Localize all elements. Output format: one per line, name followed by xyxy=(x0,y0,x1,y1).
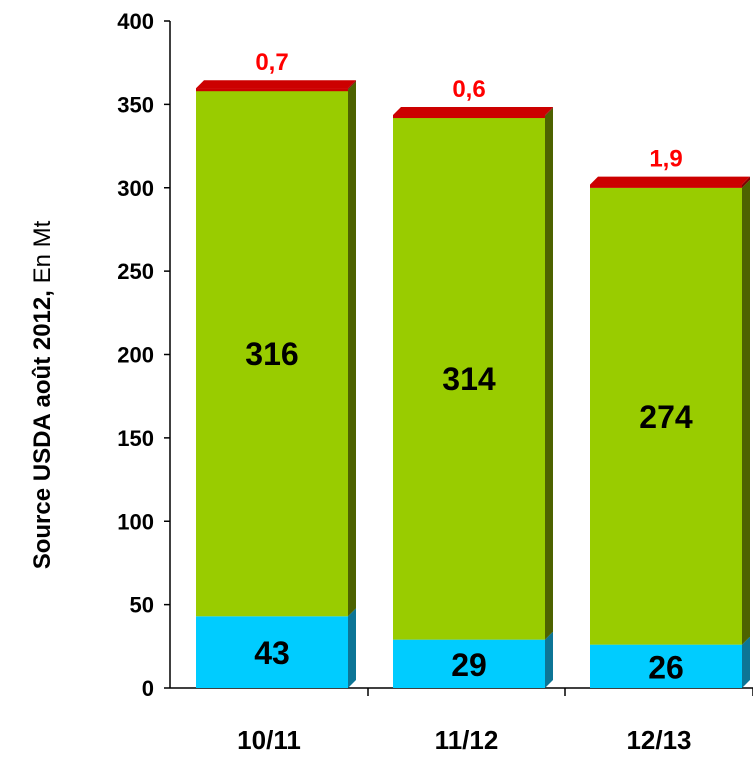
bar-top-band xyxy=(393,115,545,119)
x-tick-label: 12/13 xyxy=(626,725,691,755)
bar-segment-middle-side xyxy=(348,81,356,617)
y-tick-label: 150 xyxy=(117,426,154,451)
y-tick-label: 250 xyxy=(117,259,154,284)
data-label-bottom: 29 xyxy=(451,647,487,683)
bar-segment-middle xyxy=(196,89,348,617)
bar-top-face xyxy=(590,176,750,185)
y-axis-title-unit: En Mt xyxy=(29,220,56,290)
y-tick-label: 0 xyxy=(142,676,154,701)
data-label-middle: 314 xyxy=(442,361,496,397)
x-tick-label: 10/11 xyxy=(237,725,301,755)
data-label-bottom: 43 xyxy=(254,635,290,671)
bar-segment-bottom-side xyxy=(742,636,750,688)
data-label-top: 0,7 xyxy=(255,49,288,76)
bar-segment-top-side xyxy=(348,80,356,90)
bar-segment-top-side xyxy=(742,176,750,188)
bar-segment-bottom-side xyxy=(348,608,356,688)
y-tick-label: 100 xyxy=(117,509,154,534)
bar-segment-bottom-side xyxy=(545,631,553,688)
data-label-bottom: 26 xyxy=(648,649,684,685)
y-tick-label: 200 xyxy=(117,343,154,368)
bar-segment-bottom xyxy=(590,644,742,688)
bar-top-band xyxy=(590,184,742,188)
data-label-middle: 274 xyxy=(639,399,693,435)
bar-segment-middle xyxy=(393,116,545,640)
data-label-top: 1,9 xyxy=(649,146,682,173)
bar-top-band xyxy=(196,88,348,92)
y-tick-label: 350 xyxy=(117,92,154,117)
bar-segment-middle-side xyxy=(742,179,750,645)
y-tick-label: 50 xyxy=(130,593,154,618)
y-tick-label: 400 xyxy=(117,9,154,34)
bar-segment-top-side xyxy=(545,107,553,117)
x-tick-label: 11/12 xyxy=(435,725,499,755)
bar-top-face xyxy=(196,80,356,89)
bar-segment-bottom xyxy=(196,616,348,688)
y-axis-title: Source USDA août 2012, En Mt xyxy=(29,220,56,569)
bar-top-face xyxy=(393,107,553,116)
bar-segment-bottom xyxy=(393,639,545,688)
chart-axes: 0 50 100 150 200 250 300 350 400 10/11 11/12 12/13 xyxy=(117,9,753,755)
y-tick-label: 300 xyxy=(117,176,154,201)
bar-segment-middle xyxy=(590,187,742,645)
bar-segment-middle-side xyxy=(545,108,553,640)
y-axis-title-main: Source USDA août 2012, xyxy=(29,290,56,569)
data-label-middle: 316 xyxy=(245,336,298,372)
chart-labels: 43 316 0,7 29 314 0,6 26 274 1,9 xyxy=(245,49,693,685)
chart-bars xyxy=(196,80,750,688)
data-label-top: 0,6 xyxy=(452,76,485,103)
